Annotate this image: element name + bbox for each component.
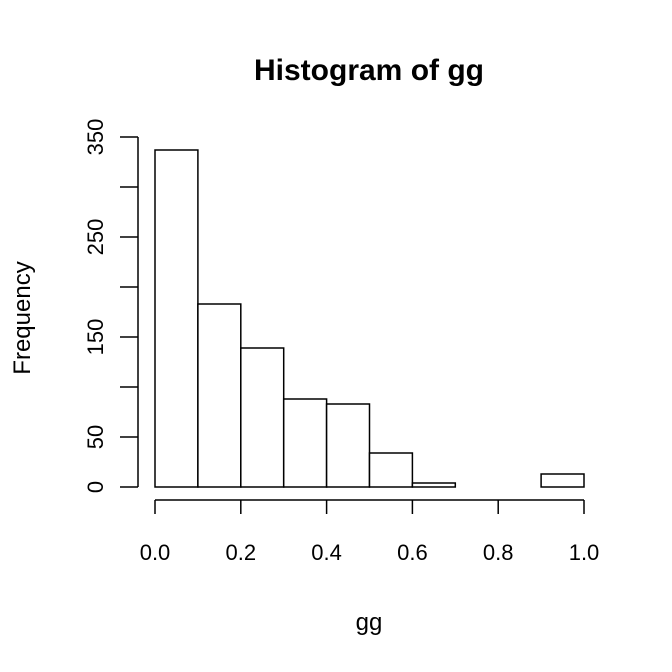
x-tick-label-2: 0.4 [311, 540, 342, 565]
y-tick-label-5: 250 [83, 219, 108, 256]
x-tick-label-1: 0.2 [226, 540, 257, 565]
y-tick-label-0: 0 [83, 481, 108, 493]
histogram-bar-5 [368, 452, 414, 488]
bars-group [154, 149, 585, 488]
histogram-bar-1 [197, 303, 242, 488]
histogram-bar-9 [540, 473, 585, 488]
x-tick-label-0: 0.0 [140, 540, 171, 565]
histogram-bar-6 [411, 482, 457, 488]
histogram-bar-2 [240, 347, 285, 488]
y-axis-label: Frequency [9, 261, 36, 374]
y-tick-label-1: 50 [83, 425, 108, 449]
x-axis: 0.0 0.2 0.4 0.6 0.8 1.0 [140, 499, 600, 565]
x-axis-label: gg [356, 609, 383, 636]
y-tick-label-3: 150 [83, 319, 108, 356]
y-tick-label-7: 350 [83, 119, 108, 156]
histogram-bar-3 [282, 398, 328, 488]
histogram-bar-0 [154, 149, 199, 488]
chart-title: Histogram of gg [254, 54, 484, 87]
x-tick-label-5: 1.0 [569, 540, 600, 565]
histogram-bar-4 [325, 403, 371, 488]
y-axis: 0 50 150 250 350 [83, 119, 139, 493]
x-tick-label-3: 0.6 [397, 540, 428, 565]
x-tick-label-4: 0.8 [483, 540, 514, 565]
